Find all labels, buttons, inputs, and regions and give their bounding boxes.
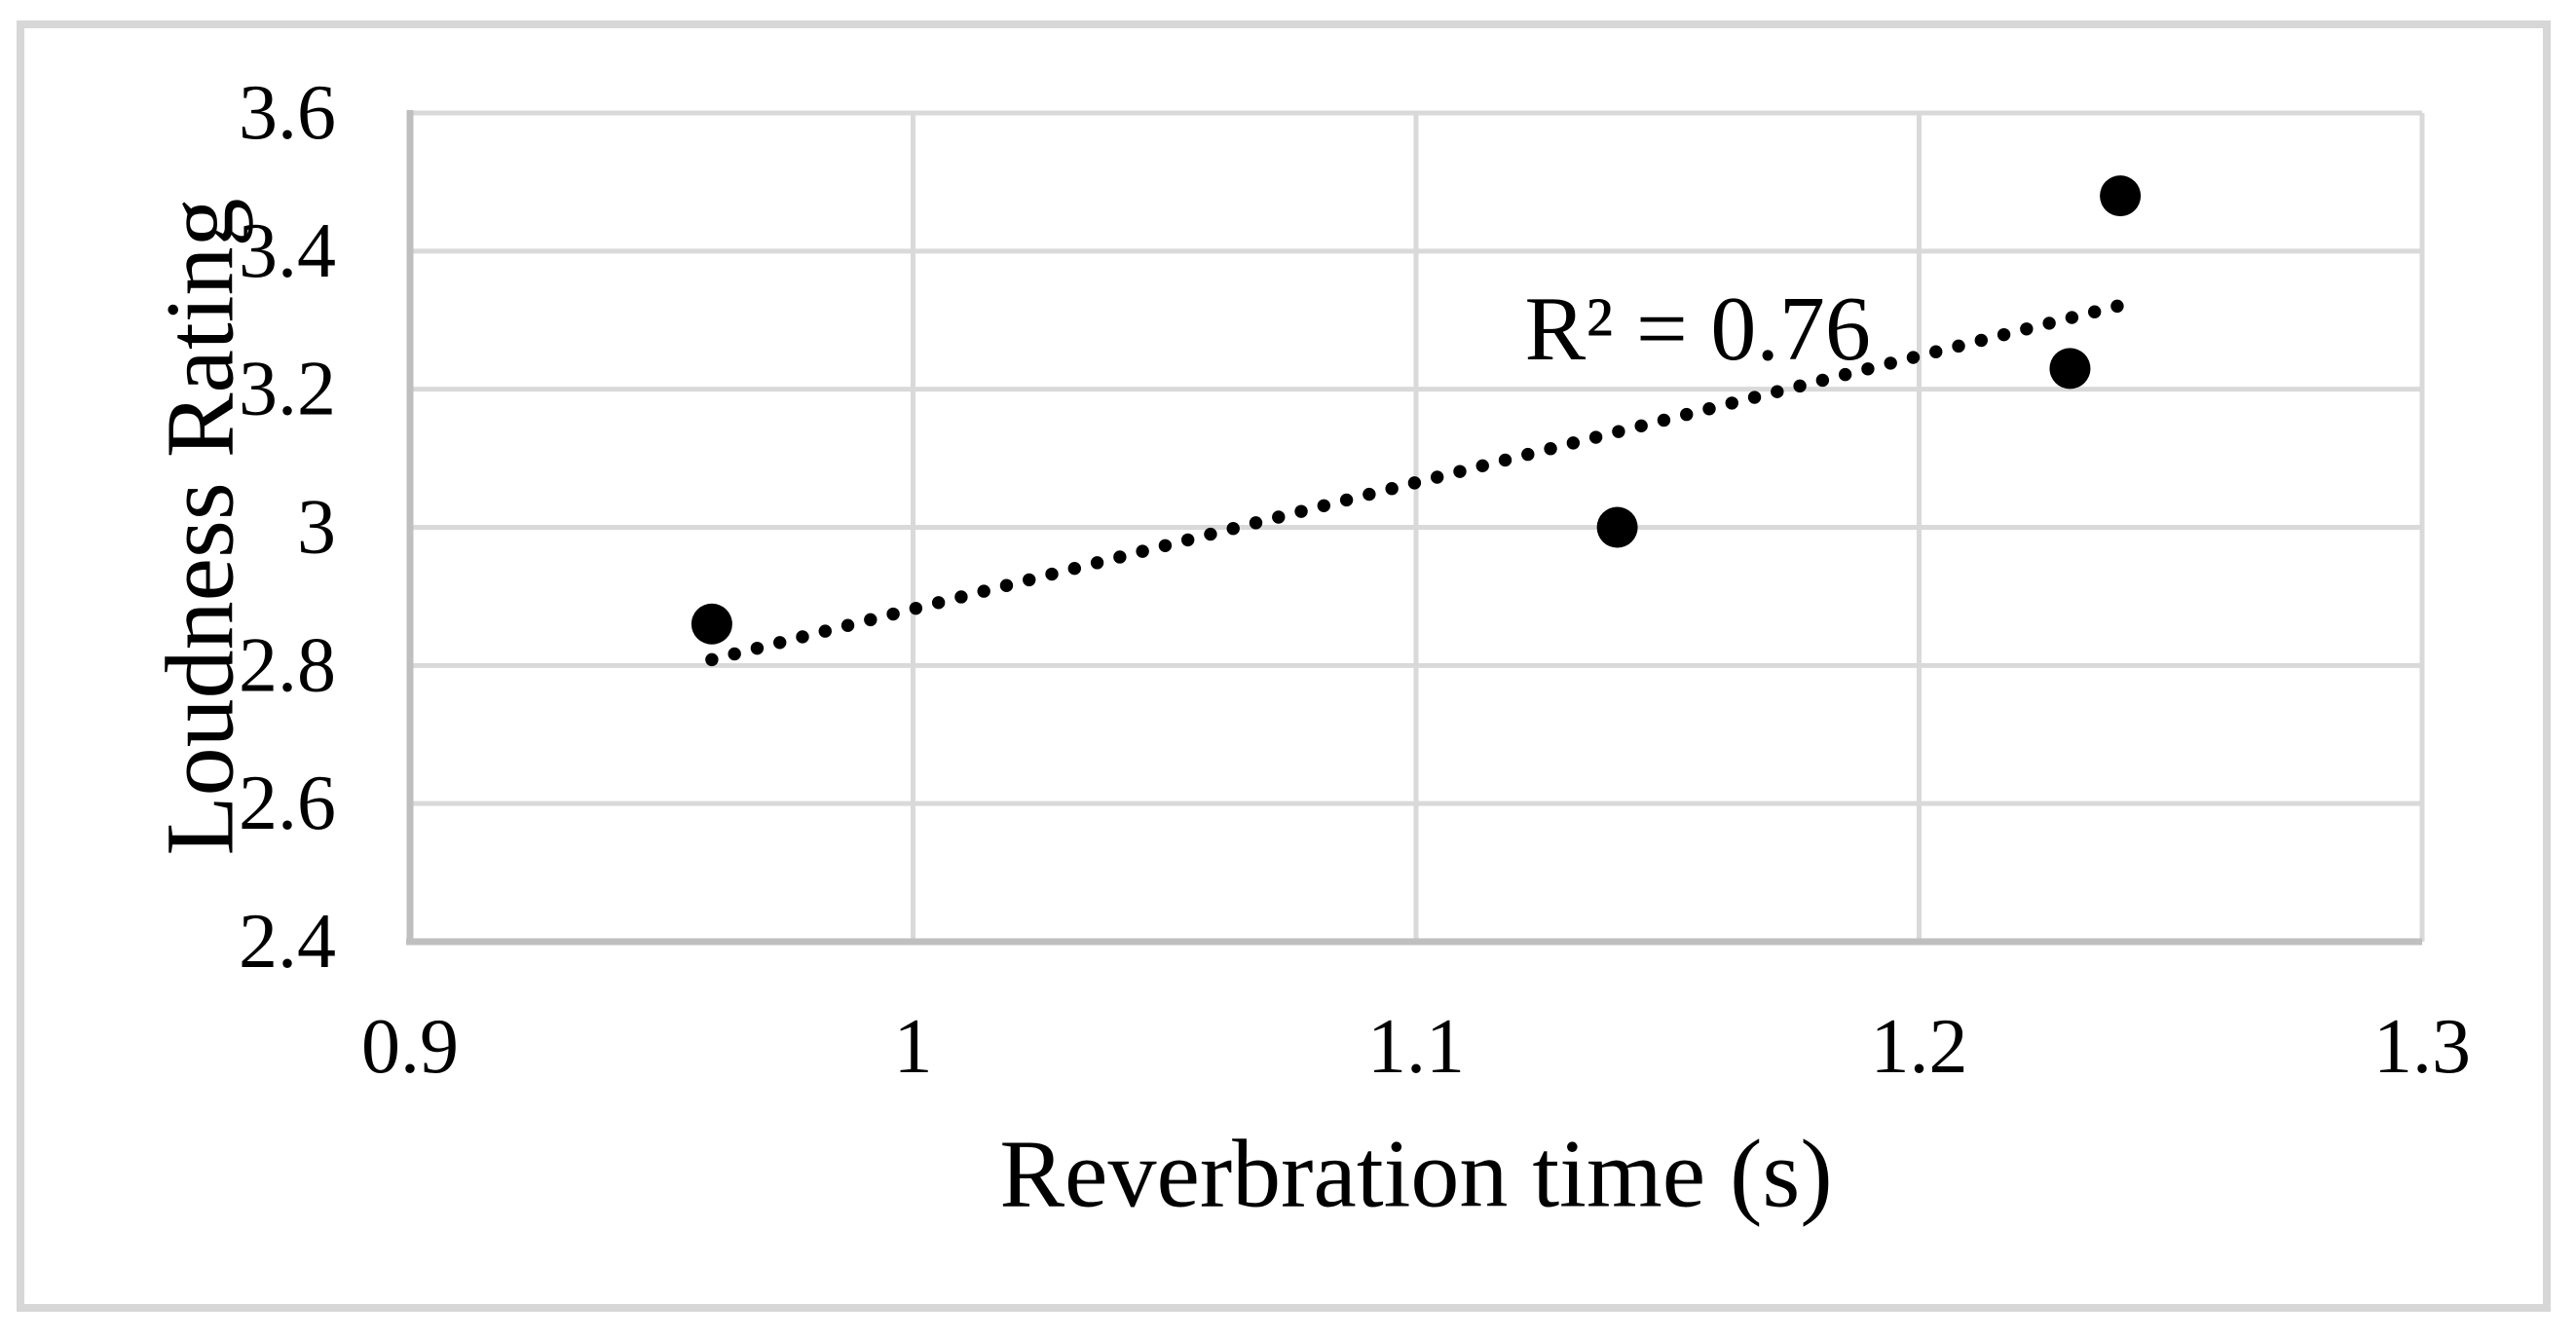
trend-dot xyxy=(773,636,787,650)
trend-dot xyxy=(2065,311,2079,324)
trend-dot xyxy=(1339,493,1354,507)
trend-dot xyxy=(1180,533,1195,547)
trend-dot xyxy=(1952,339,1965,354)
trend-dot xyxy=(1906,351,1921,364)
trend-dot xyxy=(1929,345,1943,358)
data-points-group xyxy=(691,175,2142,645)
trend-dot xyxy=(1861,362,1875,376)
trend-dot xyxy=(1612,425,1625,438)
trend-dot xyxy=(1838,367,1852,382)
data-point xyxy=(1596,506,1638,548)
data-point xyxy=(691,603,732,645)
trend-dot xyxy=(1158,539,1173,552)
data-point xyxy=(2100,175,2142,217)
trend-dot xyxy=(954,590,968,604)
trend-dot xyxy=(1997,327,2011,342)
trend-dot xyxy=(1588,430,1603,444)
trend-dot xyxy=(1317,499,1331,512)
trend-dot xyxy=(2087,305,2102,318)
y-tick-label: 2.8 xyxy=(239,622,336,708)
y-tick-label: 3.2 xyxy=(239,347,336,432)
trend-dot xyxy=(1771,385,1784,398)
trend-dot xyxy=(1385,482,1399,496)
trend-dot xyxy=(1226,522,1240,536)
trend-dot xyxy=(1634,419,1648,433)
trend-dot xyxy=(840,618,855,632)
y-tick-label: 3.4 xyxy=(239,208,336,294)
trend-dot xyxy=(1249,516,1263,530)
axis-lines-group xyxy=(406,110,2422,946)
trend-dot xyxy=(1521,447,1535,462)
trend-dot xyxy=(1067,561,1081,576)
trend-dot xyxy=(1680,407,1694,422)
trend-dot xyxy=(977,584,990,598)
trend-dot xyxy=(1747,391,1762,404)
x-tick-label: 1.3 xyxy=(2373,1004,2471,1090)
trend-dot xyxy=(1657,413,1671,428)
trend-dot xyxy=(1475,459,1489,473)
trend-dot xyxy=(1023,573,1036,587)
trend-dot xyxy=(1272,510,1286,524)
y-axis-title: Loudness Rating xyxy=(146,199,254,856)
trend-dot xyxy=(1294,504,1308,518)
y-tick-label: 3.6 xyxy=(239,70,336,156)
trend-dot xyxy=(2110,299,2124,314)
tick-labels-group: 3.6 3.4 3.2 3 2.8 2.6 2.4 0.9 1 1.1 1.2 1.3 xyxy=(239,70,2471,1090)
trend-dot xyxy=(886,607,900,621)
trend-dot xyxy=(1498,453,1512,467)
x-axis-title: Reverbration time (s) xyxy=(999,1120,1832,1228)
trend-dot xyxy=(1544,442,1557,456)
x-tick-label: 1.1 xyxy=(1367,1004,1465,1090)
trend-dot xyxy=(750,641,765,655)
trend-dot xyxy=(1136,544,1149,558)
x-tick-label: 1.2 xyxy=(1871,1004,1968,1090)
trend-dot xyxy=(1113,550,1127,564)
trend-dot xyxy=(705,652,719,667)
trend-dot xyxy=(2020,322,2034,336)
trend-dot xyxy=(1407,476,1422,490)
x-tick-label: 1 xyxy=(894,1004,933,1090)
r-squared-annotation: R² = 0.76 xyxy=(1525,279,1871,380)
trend-dot xyxy=(1884,356,1897,370)
trend-dot xyxy=(1725,396,1738,410)
trend-dot xyxy=(909,601,923,615)
trend-dot xyxy=(728,647,741,661)
x-tick-label: 0.9 xyxy=(361,1004,459,1090)
data-point xyxy=(2049,348,2091,390)
trendline-group xyxy=(705,299,2124,667)
y-tick-label: 3 xyxy=(297,485,336,571)
trend-dot xyxy=(1204,527,1217,541)
gridlines-group xyxy=(410,110,2425,942)
trend-dot xyxy=(1974,333,1988,348)
trend-dot xyxy=(1566,436,1581,450)
y-tick-label: 2.4 xyxy=(239,899,336,985)
trend-dot xyxy=(1793,379,1807,393)
trend-dot xyxy=(864,613,877,627)
trend-dot xyxy=(1430,470,1444,484)
trend-dot xyxy=(1702,402,1716,416)
trend-dot xyxy=(1090,556,1104,570)
trend-dot xyxy=(1453,465,1467,478)
trend-dot xyxy=(1815,373,1830,388)
trend-dot xyxy=(1045,567,1059,581)
trend-dot xyxy=(2042,316,2056,330)
trend-dot xyxy=(931,596,946,610)
y-tick-label: 2.6 xyxy=(239,761,336,846)
trend-dot xyxy=(999,578,1014,592)
trend-dot xyxy=(818,624,832,638)
trend-dot xyxy=(796,630,809,644)
trend-dot xyxy=(1363,487,1376,502)
